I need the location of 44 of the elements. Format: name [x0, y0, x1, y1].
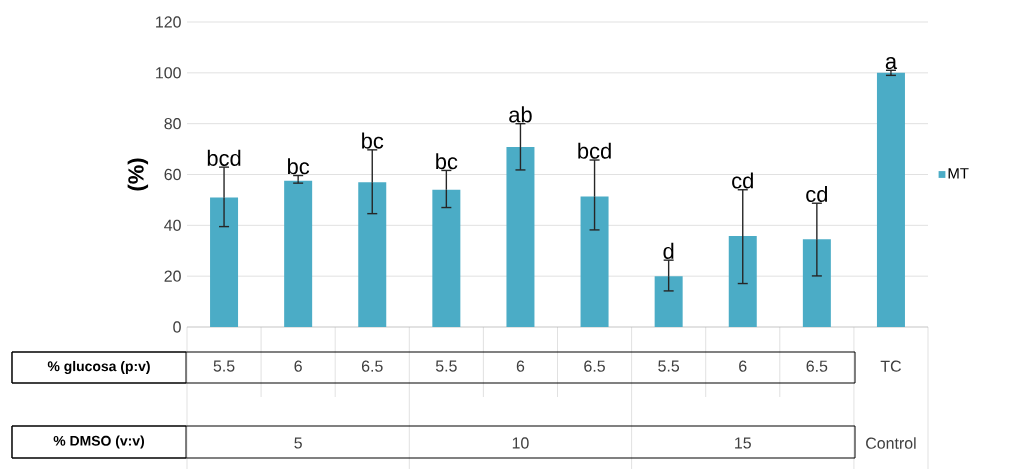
text: Control [866, 437, 916, 449]
y-tick-label: 100 [156, 67, 181, 79]
data-label: bc [287, 158, 310, 175]
data-label: bc [362, 132, 384, 149]
bar [506, 147, 535, 327]
x-tick-label: 6.5 [584, 360, 605, 372]
bar [432, 189, 461, 327]
text: % DMSO (v:v) [53, 435, 145, 449]
y-tick-label: 20 [164, 270, 181, 282]
data-label: cd [732, 172, 753, 189]
y-tick-label: 80 [164, 118, 181, 130]
legend-label: MT [948, 168, 969, 179]
bar [876, 72, 905, 327]
bar [580, 196, 609, 327]
y-tick-label: 120 [156, 16, 181, 28]
bar [654, 276, 683, 327]
x-tick-label: 6 [294, 360, 302, 372]
text: % glucosa (p:v) [47, 360, 150, 375]
data-label: d [663, 242, 674, 259]
x-tick-label: 5.5 [658, 360, 680, 372]
data-label: bcd [207, 149, 241, 166]
y-axis-title: (%) [127, 158, 149, 191]
bar [284, 180, 313, 327]
x-tick-label: 5.5 [435, 360, 457, 372]
text: 15 [735, 437, 751, 449]
data-label: a [885, 57, 898, 70]
y-tick-label: 0 [173, 321, 181, 333]
y-tick-label: 40 [164, 219, 181, 231]
data-label: bc [436, 153, 458, 170]
data-label: cd [806, 185, 828, 203]
data-label: bcd [578, 142, 611, 159]
x-tick-label: 6 [516, 360, 525, 372]
x-tick-label: 6 [739, 360, 747, 372]
x-tick-label: 6.5 [361, 360, 383, 372]
data-label: ab [509, 106, 532, 123]
x-tick-label: TC [880, 360, 901, 372]
text: 10 [512, 437, 529, 449]
bar [358, 182, 387, 327]
y-tick-label: 60 [164, 168, 181, 181]
text: 5 [294, 437, 302, 449]
x-tick-label: 6.5 [806, 360, 828, 372]
x-tick-label: 5.5 [213, 360, 235, 372]
bar [210, 197, 239, 327]
bar [802, 239, 831, 327]
